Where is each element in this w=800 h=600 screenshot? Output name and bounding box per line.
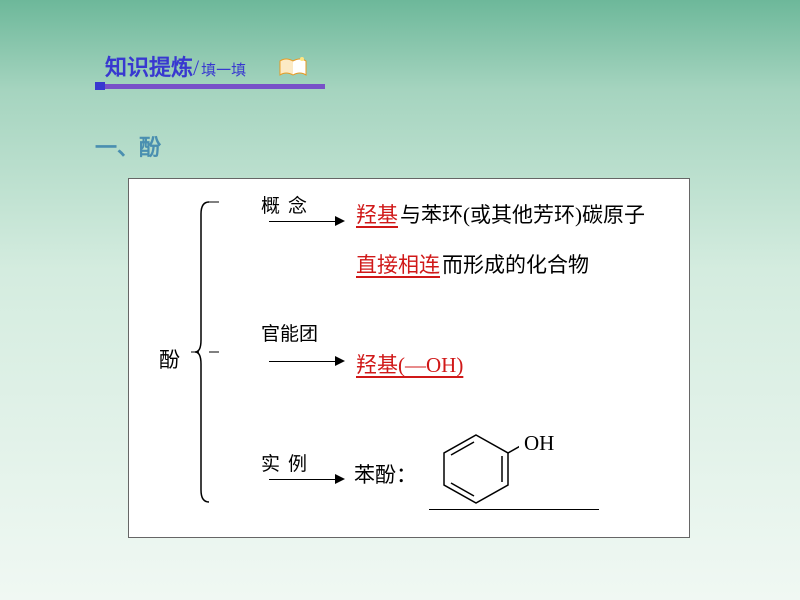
root-label: 酚 bbox=[159, 344, 180, 374]
section-title: 一、酚 bbox=[95, 130, 161, 162]
branch-concept-label: 概念 bbox=[261, 191, 315, 218]
arrow-example bbox=[269, 479, 337, 480]
functional-answer: 羟基(—OH) bbox=[354, 349, 465, 379]
header-sub-text: 填一填 bbox=[201, 59, 246, 80]
header-main-text: 知识提炼 bbox=[105, 50, 193, 82]
branch-functional-label: 官能团 bbox=[261, 319, 318, 346]
example-underline bbox=[429, 509, 599, 510]
arrow-concept-head bbox=[335, 216, 345, 226]
diagram-box: 酚 概念 羟基与苯环(或其他芳环)碳原子 直接相连而形成的化合物 官能团 羟基(… bbox=[128, 178, 690, 538]
header-underline bbox=[95, 82, 325, 90]
arrow-concept bbox=[269, 221, 337, 222]
arrow-functional-head bbox=[335, 356, 345, 366]
header-separator: / bbox=[193, 55, 199, 81]
branch-example-label: 实例 bbox=[261, 449, 315, 476]
tree-bracket bbox=[191, 194, 251, 504]
benzene-structure bbox=[434, 429, 519, 509]
concept-text-1: 与苯环(或其他芳环)碳原子 bbox=[400, 203, 645, 227]
concept-line1: 羟基与苯环(或其他芳环)碳原子 bbox=[354, 199, 645, 229]
arrow-example-head bbox=[335, 474, 345, 484]
concept-text-2: 而形成的化合物 bbox=[442, 253, 589, 277]
example-name: 苯酚： bbox=[354, 459, 417, 489]
concept-answer-1: 羟基 bbox=[354, 199, 400, 229]
concept-line2: 直接相连而形成的化合物 bbox=[354, 249, 589, 279]
arrow-functional bbox=[269, 361, 337, 362]
book-icon bbox=[278, 55, 308, 79]
concept-answer-2: 直接相连 bbox=[354, 249, 442, 279]
header-title: 知识提炼 / 填一填 bbox=[105, 50, 246, 82]
oh-label: OH bbox=[524, 431, 554, 456]
